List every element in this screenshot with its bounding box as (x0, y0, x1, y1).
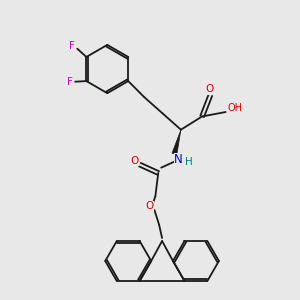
Text: OH: OH (227, 103, 242, 113)
Polygon shape (172, 130, 181, 154)
Text: O: O (206, 84, 214, 94)
Text: O: O (130, 156, 139, 166)
Text: F: F (67, 77, 73, 87)
Text: N: N (174, 153, 183, 166)
Text: O: O (145, 201, 154, 211)
Text: F: F (69, 41, 75, 51)
Text: H: H (185, 157, 193, 167)
